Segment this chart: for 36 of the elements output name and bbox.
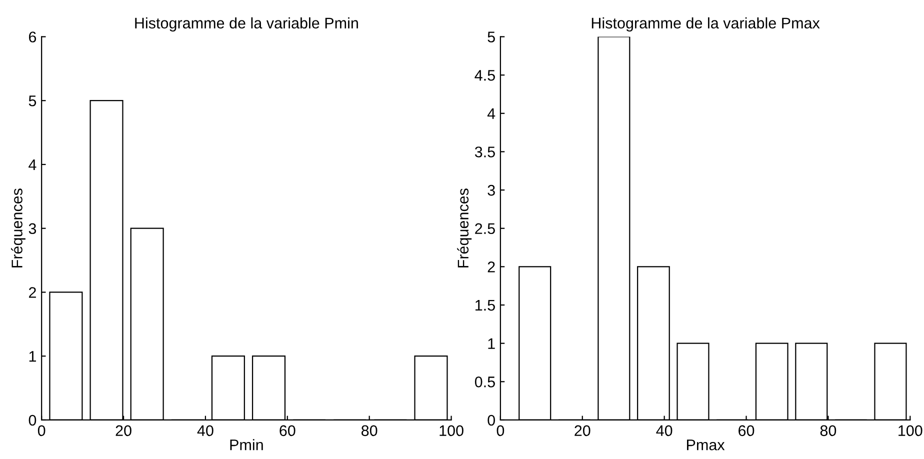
y-tick-label: 5	[488, 32, 495, 42]
x-tick-label: 80	[362, 425, 378, 436]
y-tick-label: 3.5	[474, 146, 495, 158]
x-tick-label: 80	[820, 425, 836, 436]
y-tick-label: 5	[28, 96, 36, 106]
y-tick-label: 4	[487, 108, 496, 119]
y-tick-label: 2	[488, 262, 495, 272]
y-tick-label: 1	[29, 351, 36, 362]
x-axis-title: Pmin	[230, 439, 263, 450]
y-tick-label: 1.5	[476, 300, 495, 311]
x-tick-label: 20	[116, 425, 132, 436]
y-tick-label: 6	[29, 32, 36, 42]
x-tick-label: 40	[197, 425, 214, 436]
x-tick-label: 100	[898, 425, 922, 436]
x-tick-label: 100	[440, 425, 464, 436]
x-tick-label: 40	[656, 425, 672, 436]
x-tick-label: 0	[496, 425, 504, 436]
x-tick-label: 60	[280, 425, 296, 436]
y-tick-label: 3	[28, 223, 36, 234]
y-axis-title: Fréquences	[11, 188, 26, 268]
y-tick-label: 3	[488, 184, 495, 196]
chart-title: Histogramme de la variable Pmin	[135, 17, 358, 32]
y-tick-label: 4	[28, 160, 36, 170]
y-tick-label: 0	[28, 414, 36, 426]
x-tick-label: 60	[738, 425, 754, 436]
y-tick-label: 0	[488, 414, 495, 426]
x-axis-title: Pmax	[687, 440, 725, 450]
y-tick-label: 1	[488, 338, 495, 349]
y-tick-label: 4.5	[474, 70, 495, 81]
y-tick-label: 2.5	[475, 223, 495, 234]
chart-title: Histogramme de la variable Pmax	[592, 17, 820, 32]
y-tick-label: 2	[28, 287, 36, 298]
y-tick-label: 0.5	[474, 376, 495, 388]
x-tick-label: 0	[38, 425, 46, 436]
x-tick-label: 20	[574, 425, 590, 436]
y-axis-title: Fréquences	[457, 188, 472, 268]
